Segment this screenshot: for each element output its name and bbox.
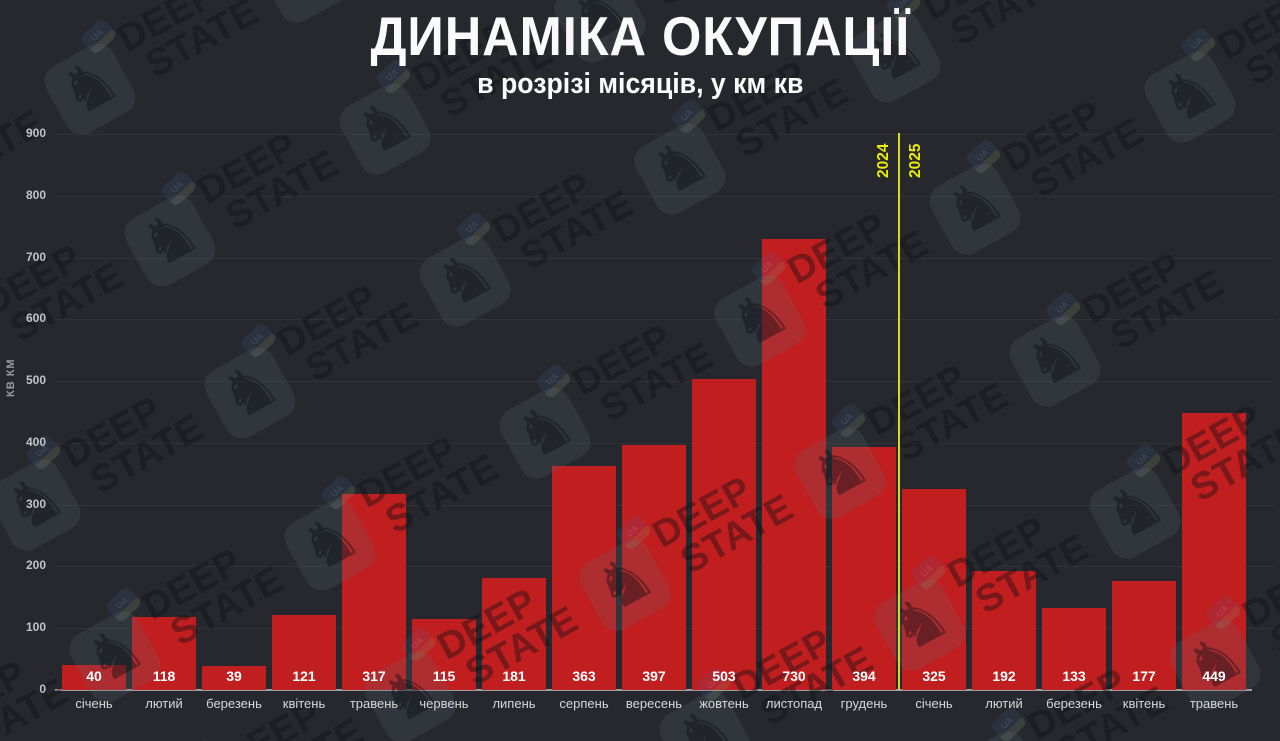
y-tick-label: 300 — [25, 496, 46, 511]
year-label-2025: 2025 — [906, 143, 924, 179]
gridline — [55, 134, 1274, 135]
bar-value-label: 317 — [362, 668, 386, 684]
x-tick-label: лютий — [985, 696, 1023, 711]
bar — [1182, 412, 1246, 690]
x-tick-label: квітень — [1122, 696, 1166, 711]
year-label-2024: 2024 — [874, 143, 892, 179]
x-tick-label: квітень — [282, 696, 326, 711]
bar-value-label: 177 — [1132, 668, 1156, 684]
x-tick-label: грудень — [840, 696, 888, 711]
y-tick-label: 400 — [25, 434, 46, 449]
bar — [132, 617, 196, 690]
bar — [622, 444, 686, 690]
x-tick-label: червень — [419, 696, 469, 711]
gridline — [55, 257, 1274, 259]
bar-value-label: 449 — [1202, 668, 1226, 684]
x-tick-label: листопад — [765, 696, 823, 711]
gridline — [55, 319, 1274, 321]
bar — [342, 494, 406, 690]
bar-value-label: 730 — [782, 668, 806, 684]
bar — [62, 665, 126, 690]
x-axis-line — [55, 689, 1252, 691]
y-tick-label: 500 — [25, 373, 46, 388]
bar-value-label: 363 — [572, 668, 596, 684]
bar — [832, 446, 896, 690]
gridline — [55, 442, 1274, 444]
page-subtitle: в розрізі місяців, у км кв — [476, 67, 804, 100]
bar — [552, 465, 616, 690]
bar-value-label: 133 — [1062, 668, 1086, 684]
x-tick-label: січень — [75, 696, 113, 711]
gridline — [55, 195, 1274, 197]
bar-value-label: 394 — [852, 668, 876, 684]
y-tick-label: 800 — [25, 187, 46, 202]
x-tick-label: березень — [1046, 696, 1102, 711]
bar — [1112, 580, 1176, 690]
y-tick-label: 200 — [25, 558, 46, 573]
bar — [692, 379, 756, 690]
bar — [482, 578, 546, 690]
bar — [1042, 607, 1106, 690]
bar-value-label: 503 — [712, 668, 736, 684]
bar-value-label: 39 — [226, 668, 242, 684]
y-tick-label: 900 — [25, 126, 46, 140]
page-title: ДИНАМІКА ОКУПАЦІЇ — [370, 5, 910, 67]
bar — [272, 615, 336, 690]
x-tick-label: жовтень — [699, 696, 749, 711]
x-tick-label: травень — [349, 696, 399, 711]
bar — [412, 618, 476, 690]
bar — [972, 571, 1036, 690]
x-tick-label: березень — [206, 696, 262, 711]
bar-value-label: 118 — [152, 668, 176, 684]
bar-value-label: 181 — [502, 668, 526, 684]
bar-value-label: 397 — [642, 668, 666, 684]
y-tick-label: 0 — [39, 682, 46, 696]
bar-value-label: 325 — [922, 668, 946, 684]
bar-value-label: 192 — [992, 668, 1016, 684]
bar — [902, 489, 966, 690]
bar — [202, 665, 266, 690]
x-tick-label: січень — [915, 696, 953, 711]
chart-header: ДИНАМІКА ОКУПАЦІЇ в розрізі місяців, у к… — [0, 5, 1280, 101]
x-tick-label: травень — [1189, 696, 1239, 711]
y-tick-label: 100 — [25, 620, 46, 635]
bar-value-label: 40 — [86, 668, 102, 684]
y-tick-label: 600 — [25, 311, 46, 326]
x-tick-label: лютий — [145, 696, 183, 711]
gridline — [55, 381, 1274, 383]
bar-value-label: 115 — [432, 668, 456, 684]
year-divider-line — [897, 133, 900, 690]
bar — [762, 239, 826, 690]
x-tick-label: вересень — [625, 696, 683, 711]
x-tick-label: серпень — [559, 696, 609, 711]
y-tick-label: 700 — [25, 249, 46, 264]
x-tick-label: липень — [492, 696, 536, 711]
bar-value-label: 121 — [292, 668, 316, 684]
